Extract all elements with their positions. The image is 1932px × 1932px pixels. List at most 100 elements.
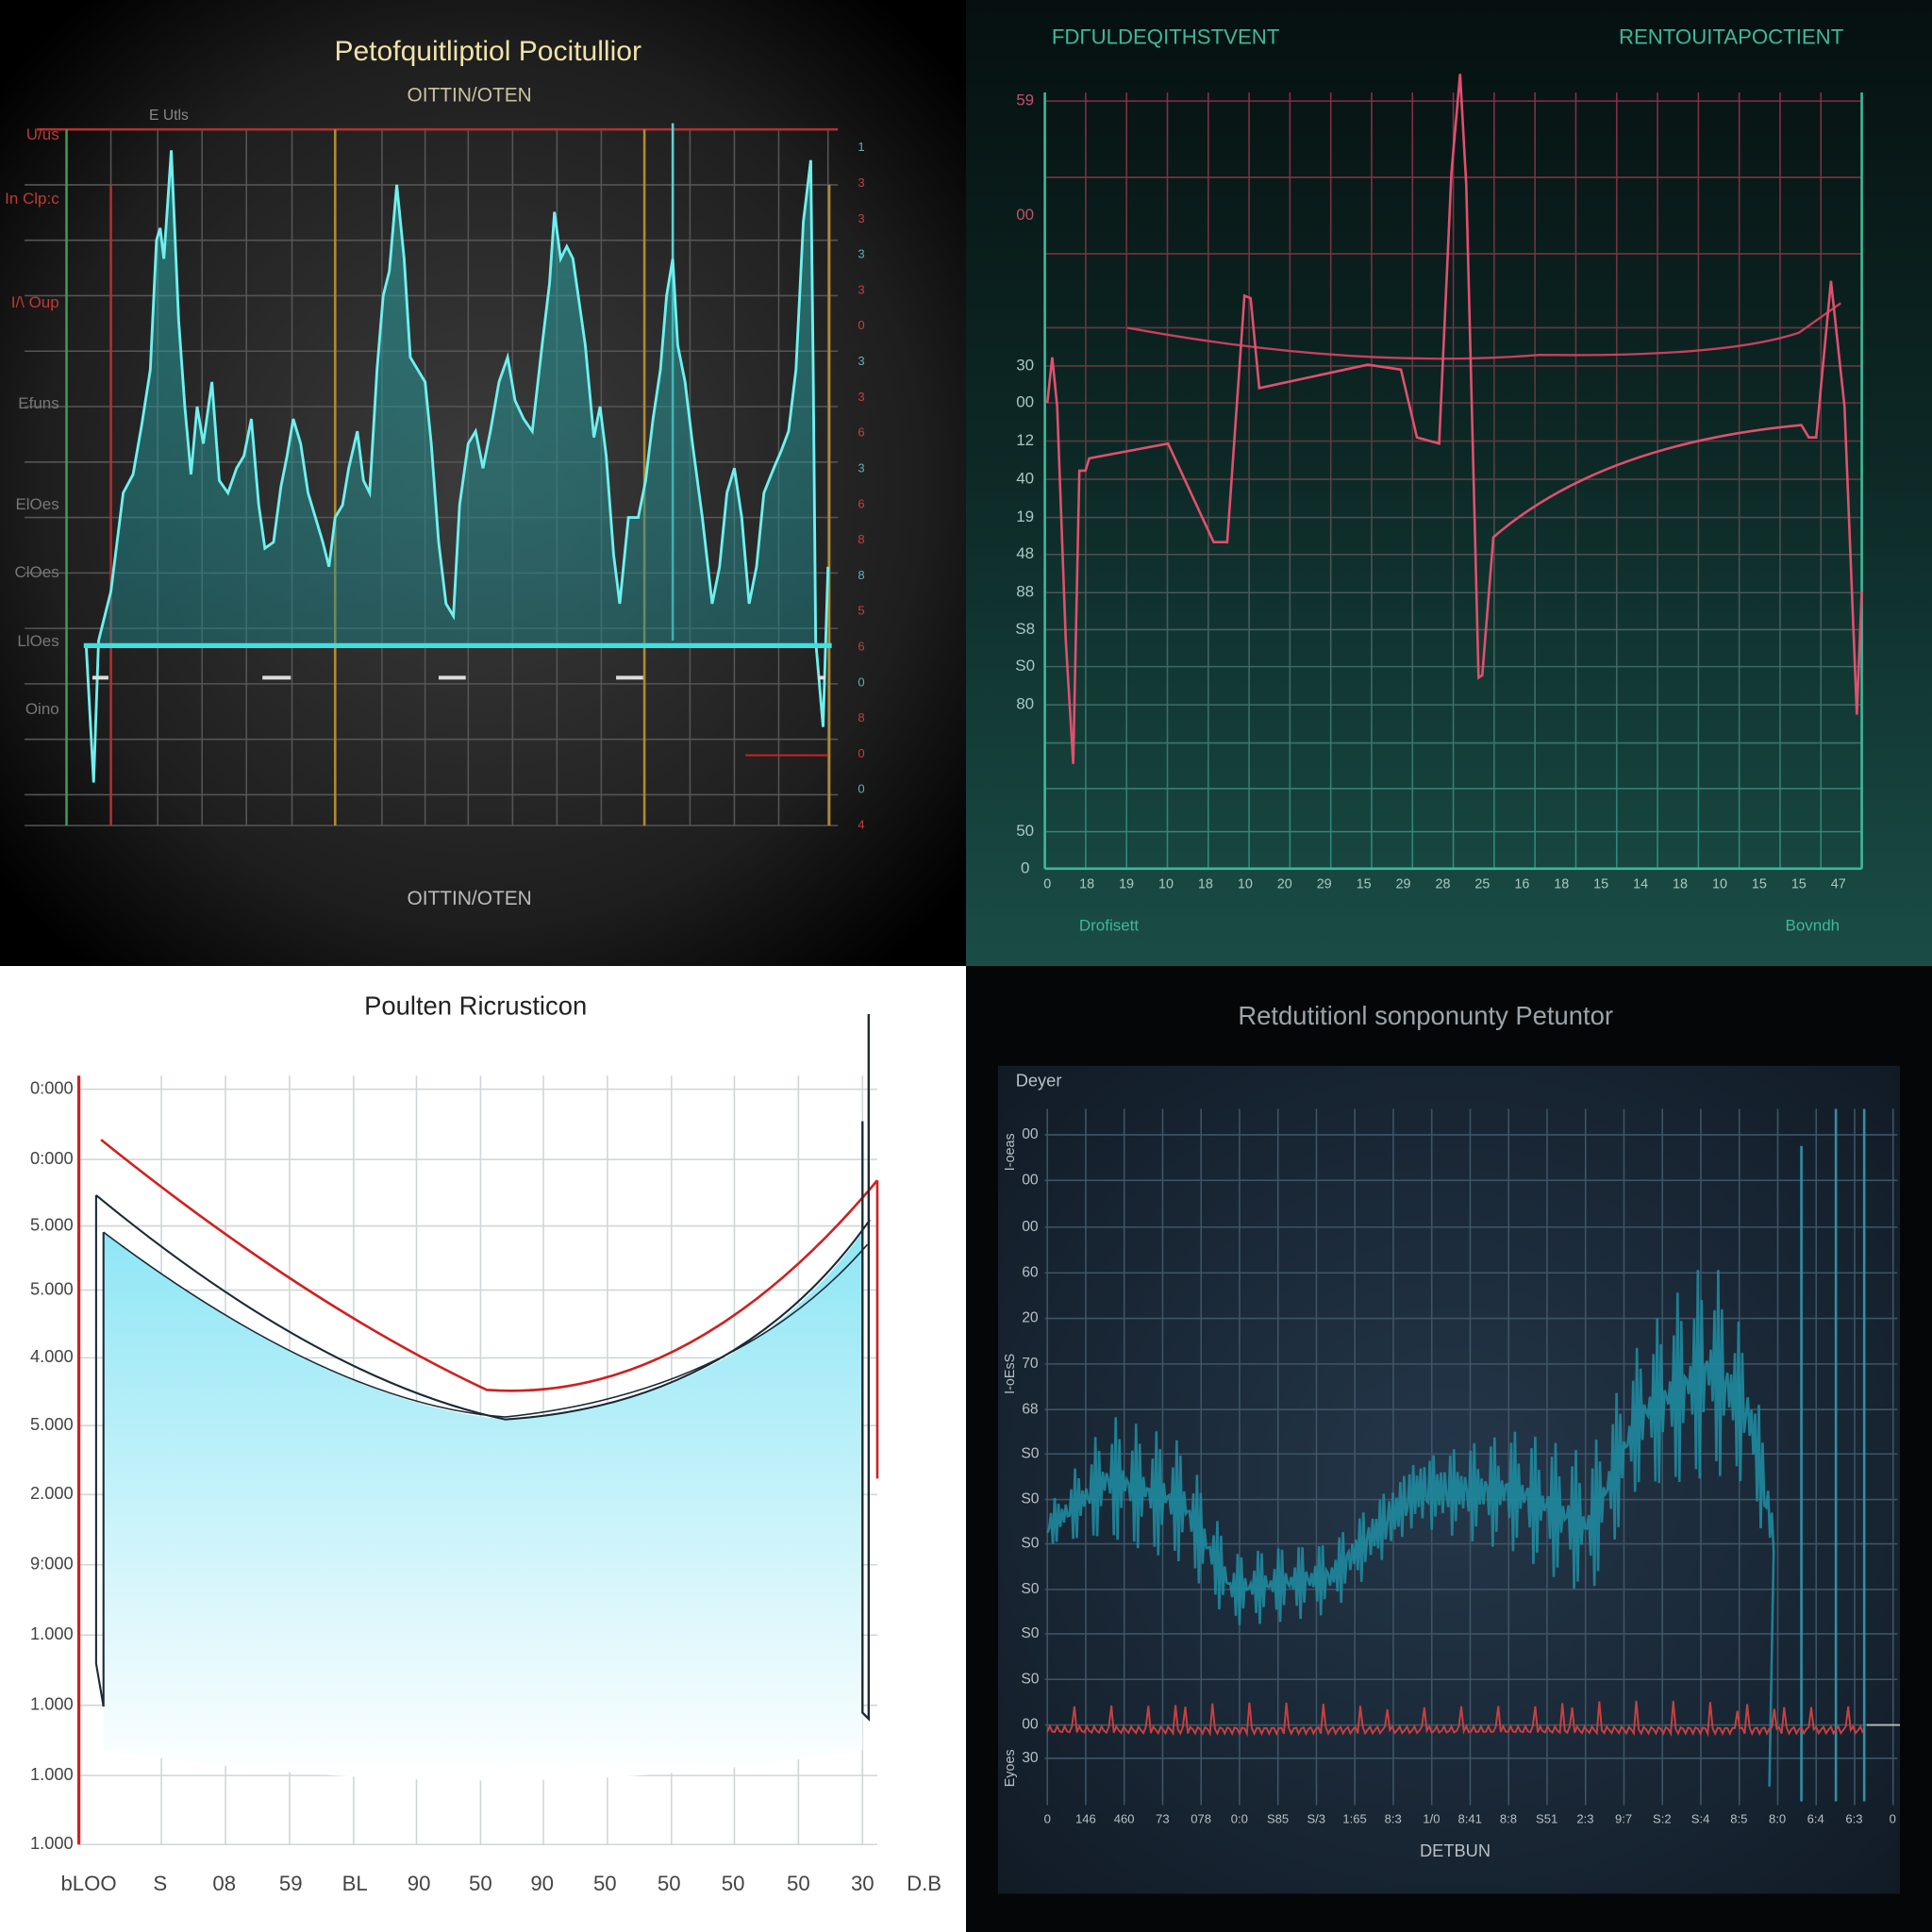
y-label: 59 [1016,92,1034,109]
x-label: S/3 [1307,1812,1325,1826]
x-label: 1/0 [1423,1812,1440,1826]
x-label: S:2 [1653,1812,1672,1826]
y-label: ElOes [15,495,58,513]
y-label: 5.000 [30,1214,74,1234]
right-label: 8 [858,532,864,546]
y-label: 1.000 [30,1694,74,1714]
y-label: 48 [1016,544,1034,562]
x-label: 18 [1198,877,1213,892]
x-label: 146 [1075,1812,1096,1826]
x-label: 29 [1396,877,1411,892]
y-label: 00 [1022,1219,1039,1235]
y-label: 19 [1016,508,1034,525]
x-label: 30 [851,1872,874,1895]
x-label: 8:8 [1500,1812,1517,1826]
y-label: Oino [25,700,59,718]
panel-background [966,0,1932,966]
y-label: 1.000 [30,1833,74,1853]
y-label: 12 [1016,431,1034,449]
top-label: E Utls [149,108,189,124]
x-label: S:4 [1691,1812,1710,1826]
x-label: 14 [1633,877,1648,892]
x-label: 15 [1752,877,1767,892]
x-label: 2:3 [1576,1812,1593,1826]
y-label: 30 [1016,356,1034,374]
y-label: S0 [1021,1625,1039,1641]
y-label: 70 [1022,1356,1039,1372]
y-label: 1.000 [30,1624,74,1643]
area-fill [86,150,828,646]
y-label: 80 [1016,695,1034,713]
x-label: S51 [1536,1812,1557,1826]
signal-line [1045,74,1863,764]
y-label: S0 [1021,1581,1039,1597]
x-label: 15 [1593,877,1608,892]
x-label: 50 [593,1872,617,1895]
panel-bottom-left: Poulten Ricrusticon 0:000 0:000 5.000 5.000… [0,966,966,1932]
y-label: 00 [1022,1172,1039,1188]
y-label: 5.000 [30,1278,74,1298]
signal-line [84,150,830,783]
x-label: 15 [1357,877,1372,892]
x-label: 15 [1791,877,1807,892]
x-label: 47 [1831,877,1846,892]
x-label: 8:0 [1769,1812,1786,1826]
y-label: S8 [1015,620,1035,638]
x-label: BL [342,1872,368,1895]
right-label: 0 [858,318,864,332]
x-label: 6:3 [1845,1812,1862,1826]
right-label: 3 [858,247,864,261]
x-label: 0 [1043,877,1051,892]
y-label: 68 [1022,1401,1039,1417]
x-label: 10 [1712,877,1727,892]
title: Retdutitionl sonponunty Petuntor [1238,1001,1613,1030]
x-label: 59 [279,1872,303,1895]
right-label: 8 [858,568,864,582]
x-label: 8:41 [1458,1812,1482,1826]
y-label: 2.000 [30,1483,74,1503]
signal-line [1126,302,1842,360]
y-label: Efuns [18,394,58,412]
y-label: 0:000 [30,1077,74,1097]
right-label: 3 [858,175,864,190]
y-label: 0:000 [30,1148,74,1168]
grid [1044,92,1862,869]
panel-top-left: Petofquitliptiol Pocitullior OITTIN/OTEN… [0,0,966,966]
y-label: S0 [1021,1671,1039,1687]
x-label: 0 [1044,1812,1051,1826]
y-label: 60 [1022,1264,1039,1280]
x-label: 28 [1435,877,1450,892]
x-label: 50 [469,1872,492,1895]
x-label: 1:65 [1342,1812,1366,1826]
x-label: 0 [1890,1812,1896,1826]
y-label: 00 [1022,1126,1039,1142]
right-label: 3 [858,354,864,368]
x-label: 25 [1474,877,1490,892]
area-fill [103,1232,863,1781]
right-label: 3 [858,282,864,296]
x-label: S [153,1872,167,1895]
x-label: 18 [1673,877,1688,892]
title: Poulten Ricrusticon [364,991,587,1021]
x-title-right: Bovndh [1786,917,1840,935]
y-label: 9:000 [30,1554,74,1574]
x-label: 50 [658,1872,681,1895]
grid [1044,1108,1898,1806]
y-label: 0 [1021,858,1029,876]
x-label: bLOO [60,1872,116,1895]
y-label: 88 [1016,583,1034,601]
x-label: 18 [1554,877,1569,892]
x-label: 18 [1079,877,1094,892]
right-label: 0 [858,782,864,796]
x-label: 0:0 [1231,1812,1248,1826]
x-label: 10 [1238,877,1253,892]
y-label: 5.000 [30,1414,74,1434]
x-label: D.B [907,1872,941,1895]
x-label: 19 [1119,877,1134,892]
y-label: U/us [26,125,59,143]
y-label: 40 [1016,470,1034,488]
x-label: 078 [1191,1812,1211,1826]
side-label: I-oEsS [1003,1354,1018,1394]
y-label: 50 [1016,822,1034,840]
